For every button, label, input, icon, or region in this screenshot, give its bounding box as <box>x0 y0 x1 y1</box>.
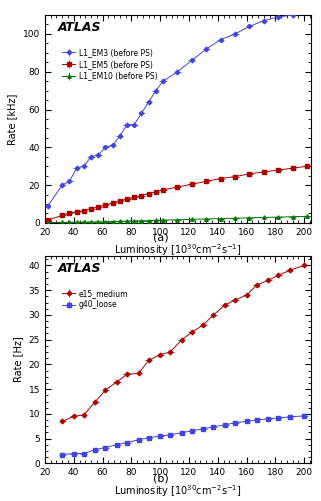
Text: ATLAS: ATLAS <box>58 21 102 34</box>
Text: (a): (a) <box>153 233 168 243</box>
Text: (b): (b) <box>152 473 169 483</box>
Y-axis label: Rate [Hz]: Rate [Hz] <box>13 337 23 382</box>
Legend: L1_EM3 (before PS), L1_EM5 (before PS), L1_EM10 (before PS): L1_EM3 (before PS), L1_EM5 (before PS), … <box>59 46 160 83</box>
Text: ATLAS: ATLAS <box>58 262 102 275</box>
X-axis label: Luminosity [10$^{30}$cm$^{-2}$s$^{-1}$]: Luminosity [10$^{30}$cm$^{-2}$s$^{-1}$] <box>114 242 242 258</box>
X-axis label: Luminosity [10$^{30}$cm$^{-2}$s$^{-1}$]: Luminosity [10$^{30}$cm$^{-2}$s$^{-1}$] <box>114 483 242 498</box>
Legend: e15_medium, g40_loose: e15_medium, g40_loose <box>59 287 130 312</box>
Y-axis label: Rate [kHz]: Rate [kHz] <box>7 93 17 145</box>
